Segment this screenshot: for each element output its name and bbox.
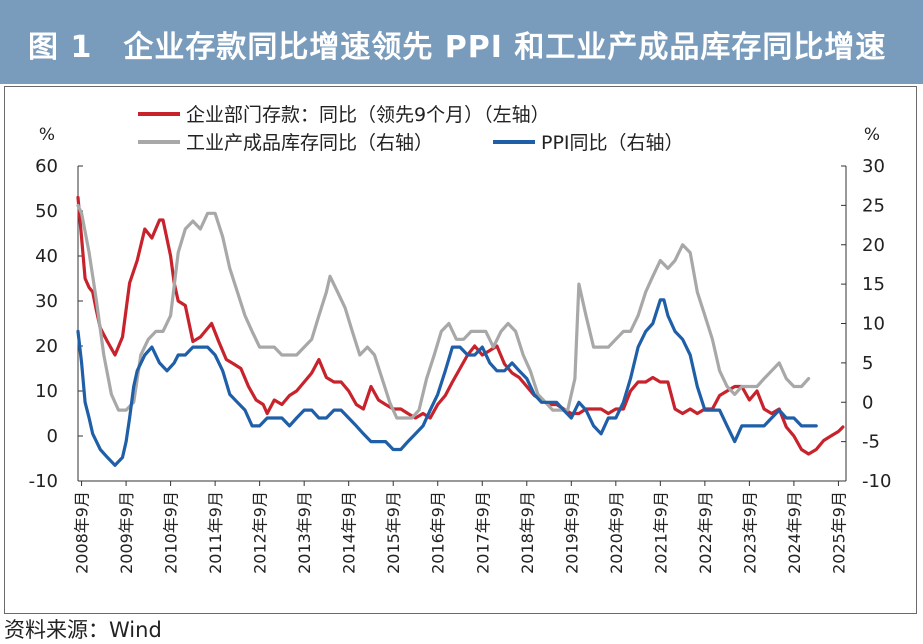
left-axis-unit: % [39, 125, 55, 145]
series-line-2 [76, 203, 811, 420]
left-tick-label: 50 [35, 201, 58, 222]
left-tick-label: 60 [35, 156, 58, 177]
series-line-1 [76, 195, 845, 456]
x-tick-label: 2020年9月 [607, 491, 626, 574]
legend-label-2: 工业产成品库存同比（右轴） [186, 132, 433, 154]
x-tick-label: 2021年9月 [651, 491, 670, 574]
x-tick-label: 2014年9月 [340, 491, 359, 574]
left-tick-label: 10 [35, 381, 58, 402]
x-tick-label: 2018年9月 [518, 491, 537, 574]
right-tick-label: 15 [862, 274, 885, 295]
left-tick-label: 20 [35, 336, 58, 357]
x-tick-label: 2025年9月 [829, 491, 848, 574]
legend-label-1: 企业部门存款：同比（领先9个月）（左轴） [186, 104, 550, 126]
right-tick-label: 25 [862, 195, 885, 216]
right-tick-label: 0 [862, 392, 873, 413]
x-tick-label: 2017年9月 [473, 491, 492, 574]
x-tick-label: 2013年9月 [295, 491, 314, 574]
left-tick-label: -10 [29, 471, 58, 492]
x-tick-label: 2019年9月 [562, 491, 581, 574]
left-tick-label: 40 [35, 246, 58, 267]
left-tick-label: 0 [47, 426, 58, 447]
x-tick-label: 2009年9月 [117, 491, 136, 574]
chart-frame [4, 86, 917, 614]
x-tick-label: 2011年9月 [206, 491, 225, 574]
x-tick-label: 2023年9月 [740, 491, 759, 574]
right-tick-label: 10 [862, 314, 885, 335]
right-tick-label: -5 [862, 432, 880, 453]
left-tick-label: 30 [35, 291, 58, 312]
x-tick-label: 2008年9月 [73, 491, 92, 574]
figure-title: 图 1 企业存款同比增速领先 PPI 和工业产成品库存同比增速 [28, 30, 887, 65]
x-tick-label: 2015年9月 [384, 491, 403, 574]
series-line-3 [76, 298, 818, 467]
right-tick-label: 5 [862, 353, 873, 374]
right-tick-label: 30 [862, 156, 885, 177]
x-tick-label: 2024年9月 [785, 491, 804, 574]
source-note: 资料来源：Wind [4, 618, 162, 642]
right-tick-label: 20 [862, 235, 885, 256]
x-tick-label: 2012年9月 [251, 491, 270, 574]
x-tick-label: 2010年9月 [162, 491, 181, 574]
right-tick-label: -10 [862, 471, 891, 492]
x-tick-label: 2022年9月 [696, 491, 715, 574]
right-axis-unit: % [864, 125, 880, 145]
x-tick-label: 2016年9月 [429, 491, 448, 574]
legend-label-3: PPI同比（右轴） [541, 132, 684, 154]
title-bar: 图 1 企业存款同比增速领先 PPI 和工业产成品库存同比增速 [0, 0, 923, 84]
